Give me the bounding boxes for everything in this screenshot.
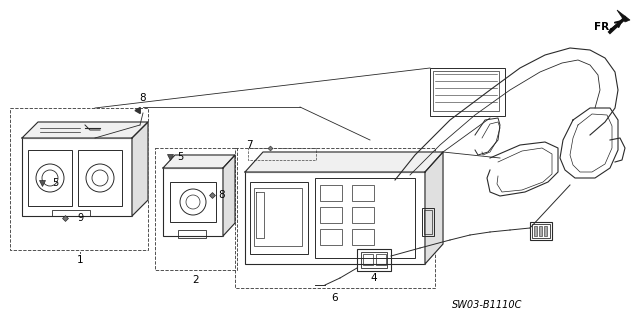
Polygon shape [132,122,148,216]
Text: SW03-B1110C: SW03-B1110C [452,300,522,310]
Bar [363,254,373,265]
Text: 8: 8 [140,93,147,103]
Bar [163,168,223,236]
Bar [248,148,316,160]
Bar [376,254,386,265]
Bar [10,108,148,250]
Bar [539,226,542,236]
Bar [430,68,505,116]
Polygon shape [223,155,235,236]
Text: 5: 5 [177,152,183,162]
Bar [320,185,342,201]
Bar [28,150,72,206]
Bar [544,226,547,236]
Bar [352,207,374,223]
Text: 7: 7 [246,140,252,150]
Text: 2: 2 [193,275,199,285]
Polygon shape [163,155,235,168]
Bar [352,229,374,245]
Bar [78,150,122,206]
Bar [22,138,132,216]
Polygon shape [617,10,630,22]
Text: 9: 9 [77,213,83,223]
Bar [424,210,432,234]
Polygon shape [425,152,443,264]
Bar [170,182,216,222]
Bar [357,249,391,271]
Text: 4: 4 [371,273,378,283]
Text: 1: 1 [77,255,83,265]
Bar [52,210,90,216]
Bar [433,71,499,111]
Bar [530,222,552,240]
Bar [235,148,435,288]
Bar [250,182,308,254]
Bar [532,224,550,238]
Bar [320,229,342,245]
Text: 6: 6 [332,293,339,303]
Text: 5: 5 [52,178,58,188]
Bar [361,252,387,268]
Bar [352,185,374,201]
Text: FR.: FR. [595,22,614,32]
Polygon shape [245,152,443,172]
Bar [254,188,302,246]
Bar [315,178,415,258]
Bar [178,230,206,238]
Bar [534,226,537,236]
Text: 8: 8 [219,190,225,200]
Bar [422,208,434,236]
Bar [245,172,425,264]
Bar [320,207,342,223]
Bar [155,148,237,270]
Polygon shape [22,122,148,138]
